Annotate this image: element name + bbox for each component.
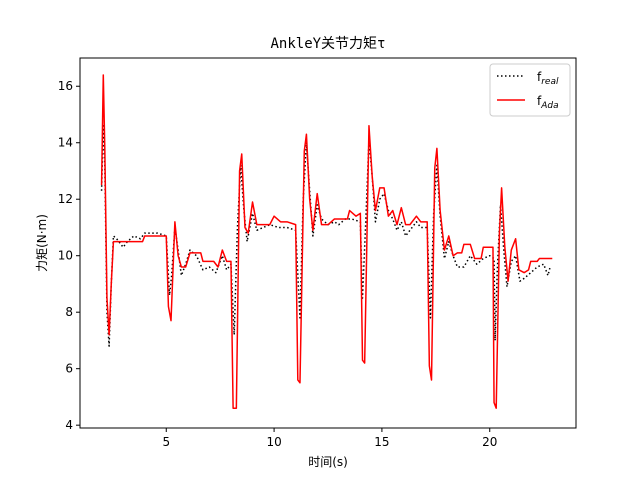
y-axis: 4 6 8 10 12 14 16 — [58, 79, 80, 432]
legend-ada-main: f — [537, 94, 542, 108]
legend: freal fAda — [489, 63, 571, 117]
y-tick-label: 8 — [65, 305, 73, 319]
x-axis: 5 10 15 20 — [162, 428, 497, 449]
y-tick-label: 6 — [65, 362, 73, 376]
axes-frame — [79, 57, 577, 429]
legend-real-main: f — [537, 70, 542, 84]
x-tick-label: 5 — [162, 435, 170, 449]
y-tick-label: 14 — [58, 136, 73, 150]
plot-area: 5 10 15 20 4 6 8 10 12 14 16 — [58, 57, 577, 449]
y-axis-label: 力矩(N·m) — [35, 214, 49, 272]
x-axis-label: 时间(s) — [308, 455, 348, 469]
legend-label-ada: fAda — [537, 94, 559, 111]
series-group — [100, 74, 553, 409]
x-tick-label: 20 — [482, 435, 497, 449]
legend-label-real: freal — [537, 70, 559, 87]
x-tick-label: 15 — [374, 435, 389, 449]
legend-real-sub: real — [541, 77, 559, 87]
legend-ada-sub: Ada — [540, 101, 558, 111]
y-tick-label: 16 — [58, 79, 73, 93]
y-tick-label: 12 — [58, 192, 73, 206]
y-tick-label: 10 — [58, 249, 73, 263]
series-line-ada — [100, 74, 553, 409]
x-tick-label: 10 — [266, 435, 281, 449]
y-tick-label: 4 — [65, 418, 73, 432]
legend-box — [489, 63, 571, 117]
chart-title: AnkleY关节力矩τ — [270, 36, 385, 52]
